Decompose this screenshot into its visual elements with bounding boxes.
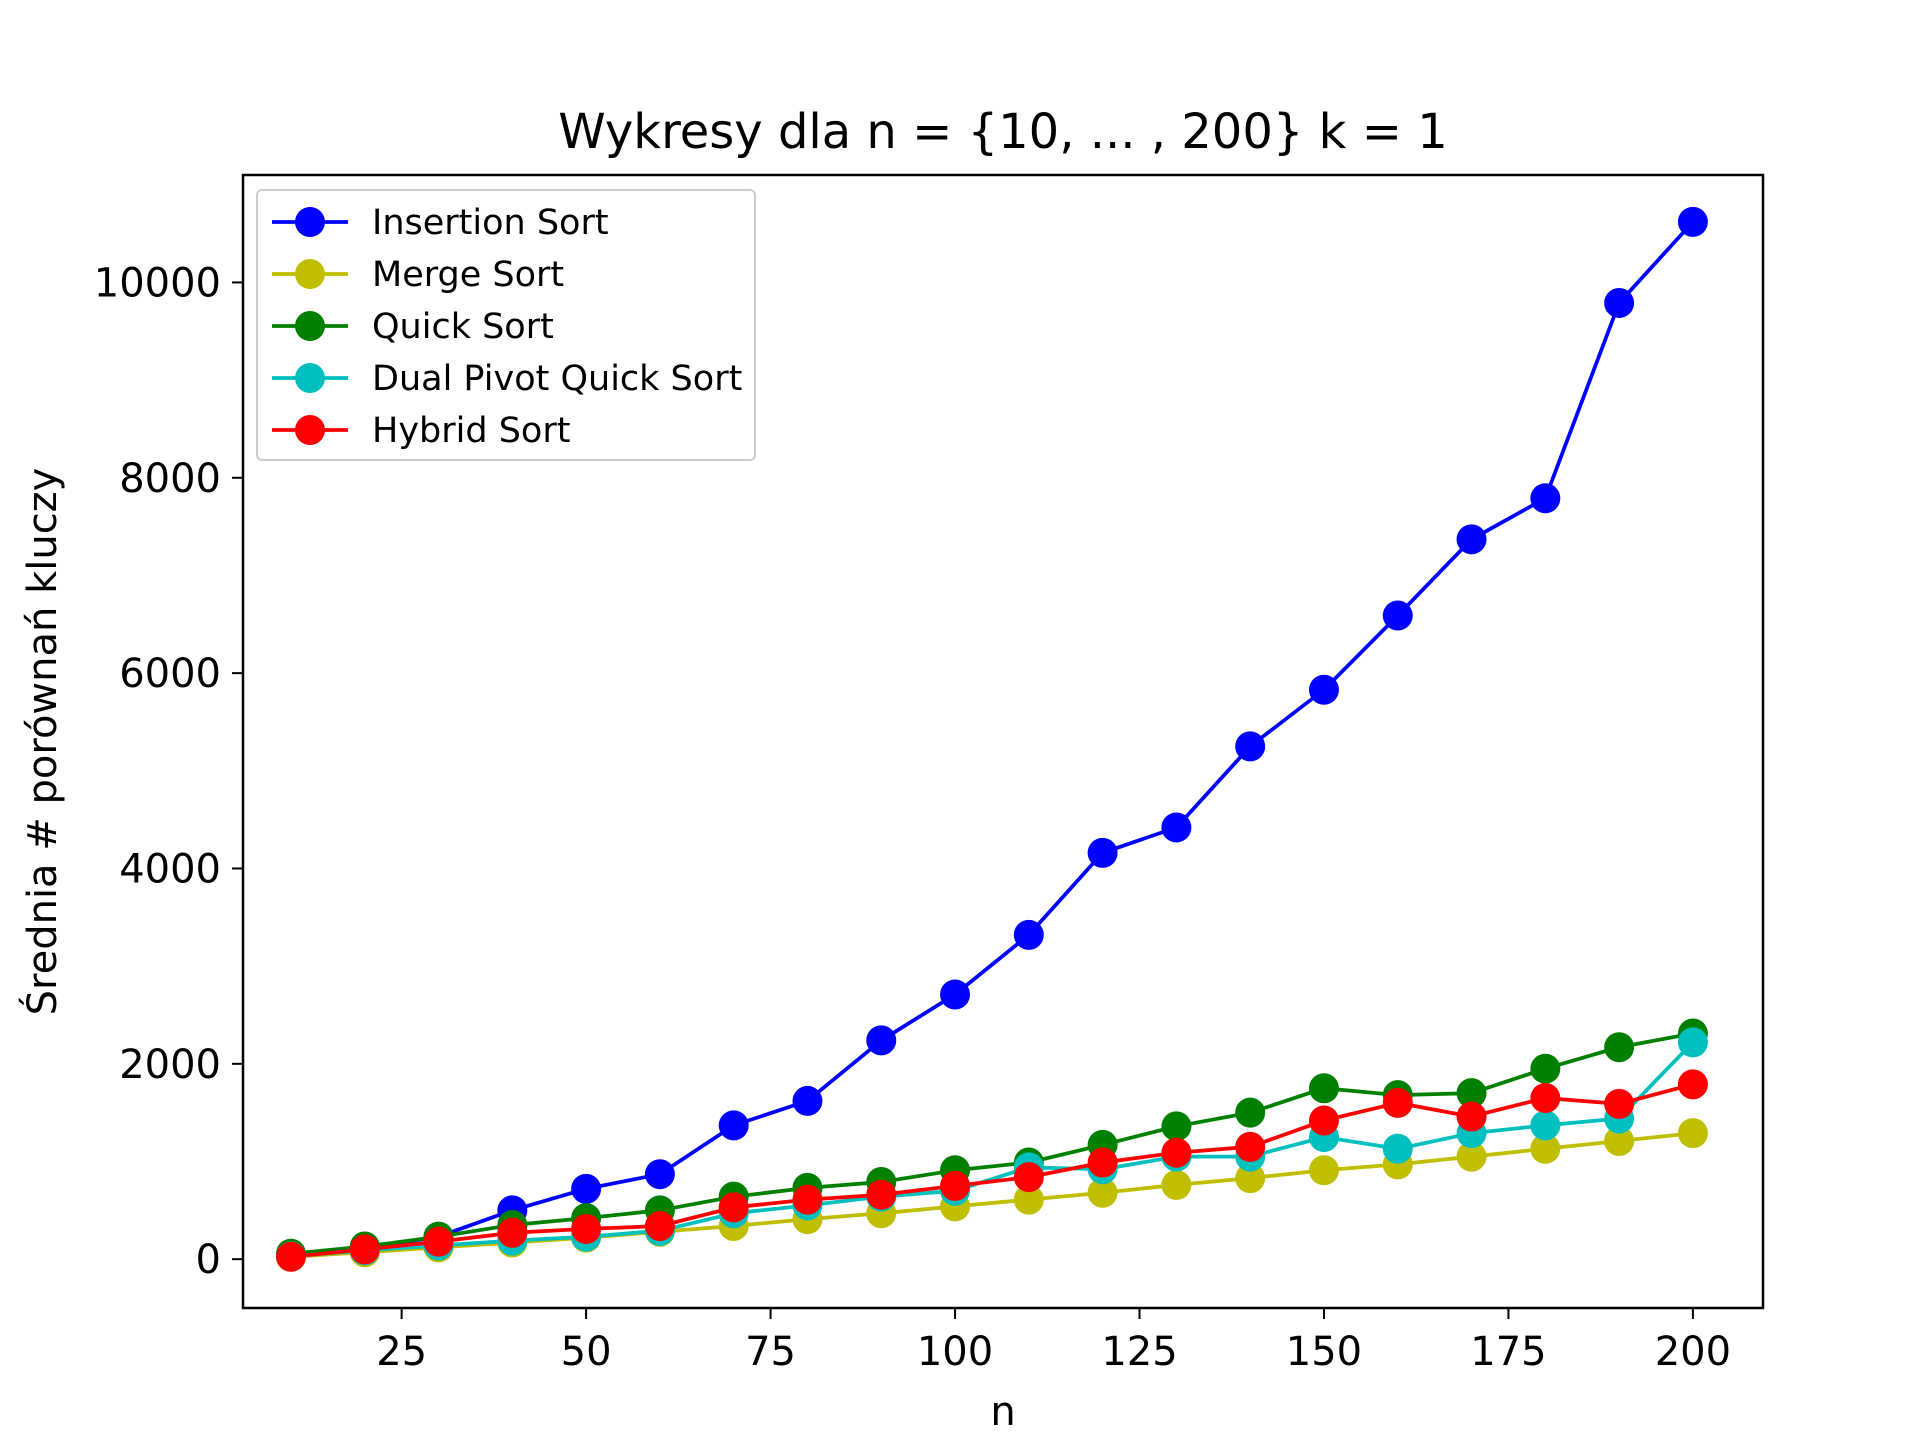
chart-title: Wykresy dla n = {10, ... , 200} k = 1 — [558, 104, 1448, 160]
data-point — [1530, 1110, 1561, 1141]
legend-item-hybrid-sort: Hybrid Sort — [272, 411, 570, 451]
data-point — [1530, 1053, 1561, 1084]
data-point — [866, 1025, 897, 1056]
data-point — [1308, 1155, 1339, 1186]
data-point — [1308, 674, 1339, 705]
data-point — [1456, 1078, 1487, 1109]
data-point — [1677, 1027, 1708, 1058]
y-tick-label: 0 — [196, 1237, 221, 1283]
data-point — [1677, 1118, 1708, 1149]
data-point — [1456, 1101, 1487, 1132]
y-axis-ticks: 0 2000 4000 6000 8000 10000 — [94, 260, 243, 1283]
data-point — [1235, 1163, 1266, 1194]
data-point — [1235, 1097, 1266, 1128]
legend-marker — [295, 259, 325, 289]
data-point — [1604, 1088, 1635, 1119]
data-point — [644, 1210, 675, 1241]
legend-marker — [295, 311, 325, 341]
x-axis-label: n — [990, 1389, 1015, 1435]
legend-label: Insertion Sort — [372, 203, 609, 243]
y-tick-label: 6000 — [119, 651, 221, 697]
legend-item-insertion-sort: Insertion Sort — [272, 203, 609, 243]
x-tick-label: 150 — [1286, 1329, 1362, 1375]
x-tick-label: 100 — [917, 1329, 993, 1375]
data-point — [1013, 919, 1044, 950]
data-point — [644, 1159, 675, 1190]
data-point — [275, 1241, 306, 1272]
legend-label: Hybrid Sort — [372, 411, 570, 451]
data-point — [940, 1170, 971, 1201]
data-point — [1530, 483, 1561, 514]
y-tick-label: 8000 — [119, 456, 221, 502]
data-point — [866, 1179, 897, 1210]
data-point — [1087, 837, 1118, 868]
legend-item-dual-pivot-quick-sort: Dual Pivot Quick Sort — [272, 359, 742, 399]
series-layer — [275, 206, 1708, 1272]
y-axis-label: Średnia # porównań kluczy — [18, 468, 66, 1016]
data-point — [1604, 287, 1635, 318]
data-point — [1161, 1137, 1192, 1168]
data-point — [1161, 812, 1192, 843]
data-point — [718, 1192, 749, 1223]
data-point — [1677, 1069, 1708, 1100]
data-point — [1604, 1032, 1635, 1063]
data-point — [1308, 1073, 1339, 1104]
x-tick-label: 125 — [1101, 1329, 1177, 1375]
data-point — [571, 1213, 602, 1244]
data-point — [1530, 1083, 1561, 1114]
data-point — [497, 1217, 528, 1248]
data-point — [1530, 1133, 1561, 1164]
data-point — [571, 1173, 602, 1204]
data-point — [1235, 1131, 1266, 1162]
legend-item-merge-sort: Merge Sort — [272, 255, 564, 295]
data-point — [1456, 524, 1487, 555]
legend: Insertion Sort Merge Sort Quick Sort Dual P… — [256, 189, 756, 461]
y-tick-label: 4000 — [119, 846, 221, 892]
data-point — [1308, 1105, 1339, 1136]
y-tick-label: 2000 — [119, 1042, 221, 1088]
data-point — [1382, 1133, 1413, 1164]
legend-label: Dual Pivot Quick Sort — [372, 359, 742, 399]
plot-frame — [241, 173, 1765, 1310]
data-point — [718, 1110, 749, 1141]
data-point — [792, 1085, 823, 1116]
legend-item-quick-sort: Quick Sort — [272, 307, 554, 347]
x-tick-label: 75 — [745, 1329, 796, 1375]
x-axis-ticks: 25 50 75 100 125 150 175 200 — [376, 1308, 1731, 1375]
data-point — [349, 1234, 380, 1265]
legend-marker — [295, 363, 325, 393]
legend-box — [256, 189, 756, 461]
x-tick-label: 200 — [1655, 1329, 1731, 1375]
x-tick-label: 25 — [376, 1329, 427, 1375]
legend-marker — [295, 415, 325, 445]
data-point — [1235, 731, 1266, 762]
data-point — [792, 1184, 823, 1215]
legend-label: Merge Sort — [372, 255, 564, 295]
data-point — [1161, 1169, 1192, 1200]
series-hybrid-sort — [275, 1069, 1708, 1272]
data-point — [940, 979, 971, 1010]
data-point — [423, 1226, 454, 1257]
y-tick-label: 10000 — [94, 260, 221, 306]
data-point — [1382, 1087, 1413, 1118]
data-point — [1013, 1162, 1044, 1193]
data-point — [1087, 1147, 1118, 1178]
legend-marker — [295, 207, 325, 237]
data-point — [1013, 1184, 1044, 1215]
data-point — [1161, 1111, 1192, 1142]
data-point — [1677, 206, 1708, 237]
data-point — [1087, 1177, 1118, 1208]
data-point — [1456, 1141, 1487, 1172]
x-tick-label: 175 — [1470, 1329, 1546, 1375]
x-tick-label: 50 — [561, 1329, 612, 1375]
legend-label: Quick Sort — [372, 307, 554, 347]
data-point — [1382, 600, 1413, 631]
data-point — [1604, 1125, 1635, 1156]
